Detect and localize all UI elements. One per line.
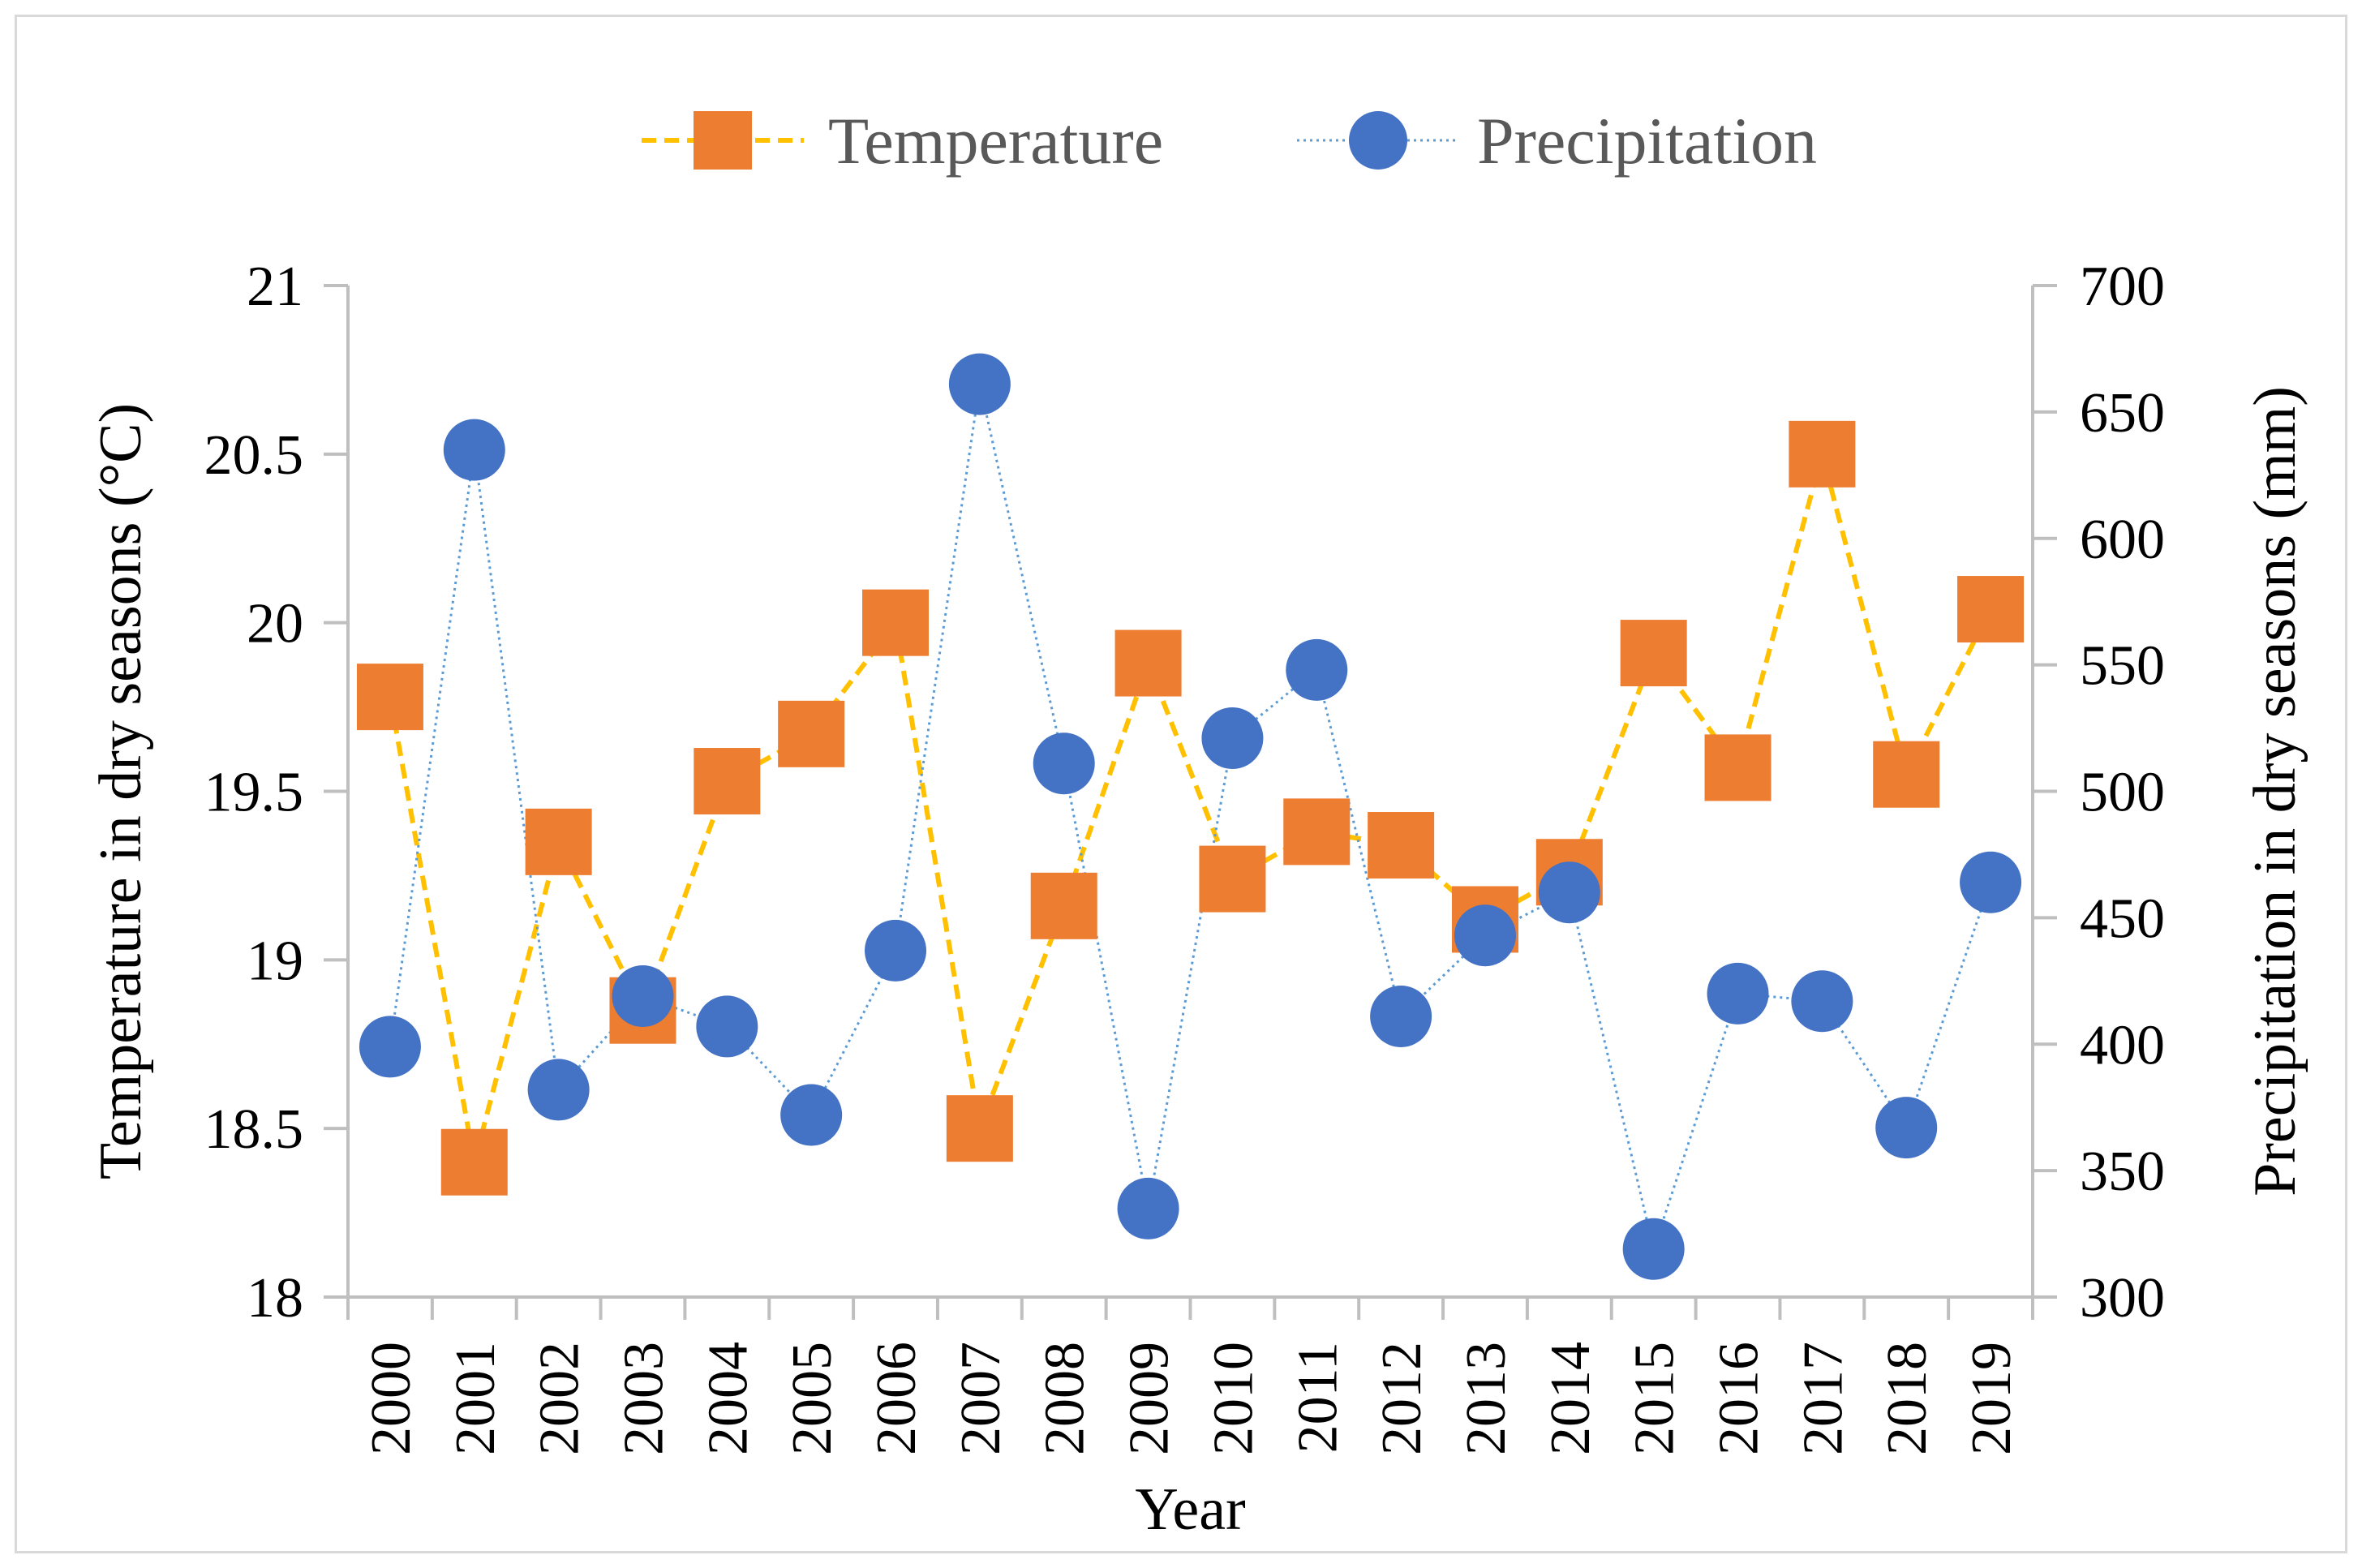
precipitation-point	[612, 965, 674, 1028]
precipitation-point	[696, 995, 758, 1058]
left-y-tick-label: 19	[247, 930, 303, 992]
x-tick-label: 2004	[697, 1342, 759, 1455]
x-tick-label: 2017	[1792, 1342, 1854, 1455]
x-tick-label: 2007	[950, 1342, 1012, 1455]
chart-container: 18 18.5 19 19.5 20 20.5 21 300 350 400 450 500 550 60…	[15, 15, 2347, 1553]
temperature-point	[1873, 741, 1940, 808]
x-tick-label: 2009	[1119, 1342, 1181, 1455]
legend-precipitation-marker	[1349, 111, 1407, 170]
temperature-point	[440, 1128, 508, 1196]
precipitation-point	[1538, 861, 1600, 924]
right-y-tick-label: 300	[2080, 1267, 2165, 1330]
precipitation-point	[1286, 638, 1348, 701]
temperature-point	[1620, 620, 1687, 687]
right-y-tick-label: 500	[2080, 762, 2165, 824]
precipitation-point	[1960, 851, 2022, 913]
precipitation-point	[1370, 985, 1432, 1047]
x-tick-label: 2002	[529, 1342, 591, 1455]
temperature-point	[1199, 845, 1266, 913]
x-tick-label: 2003	[612, 1342, 675, 1455]
temperature-point	[1114, 629, 1182, 697]
precipitation-point	[359, 1016, 421, 1078]
x-tick-label: 2011	[1286, 1342, 1349, 1453]
right-y-axis-title: Precipitation in dry seasons (mm)	[2242, 386, 2308, 1196]
left-y-tick-label: 20.5	[204, 424, 304, 487]
temperature-point	[1283, 798, 1351, 866]
right-y-tick-label: 350	[2080, 1141, 2165, 1203]
temperature-point	[862, 589, 930, 656]
precipitation-point	[1791, 970, 1853, 1033]
temperature-point	[946, 1095, 1013, 1162]
temperature-point	[694, 748, 761, 815]
precipitation-point	[1707, 962, 1769, 1025]
x-tick-label: 2008	[1034, 1342, 1097, 1455]
right-y-tick-label: 600	[2080, 509, 2165, 571]
x-tick-label: 2016	[1708, 1342, 1771, 1455]
x-tick-label: 2013	[1455, 1342, 1518, 1455]
left-y-tick-label: 20	[247, 593, 303, 655]
left-y-tick-label: 18.5	[204, 1098, 304, 1161]
right-y-tick-label: 450	[2080, 887, 2165, 950]
left-y-tick-label: 19.5	[204, 762, 304, 824]
left-y-axis-title: Temperature in dry seasons (°C)	[88, 403, 154, 1179]
x-tick-label: 2001	[444, 1342, 507, 1455]
temperature-point	[1957, 576, 2025, 643]
x-tick-label: 2005	[781, 1342, 844, 1455]
chart-canvas: 18 18.5 19 19.5 20 20.5 21 300 350 400 450 500 550 60…	[88, 104, 2308, 1543]
temperature-point	[525, 808, 592, 875]
precipitation-point	[443, 419, 505, 481]
x-tick-label: 2015	[1624, 1342, 1686, 1455]
temperature-point	[356, 664, 423, 731]
x-tick-label: 2012	[1371, 1342, 1433, 1455]
x-axis-title: Year	[1135, 1476, 1245, 1543]
right-y-tick-label: 550	[2080, 635, 2165, 698]
temperature-point	[1368, 812, 1435, 879]
legend-temperature-marker	[694, 111, 752, 170]
precipitation-point	[1033, 732, 1095, 795]
right-y-tick-label: 650	[2080, 382, 2165, 445]
precipitation-point	[1117, 1177, 1179, 1239]
x-tick-label: 2014	[1540, 1342, 1602, 1455]
x-tick-label: 2018	[1876, 1342, 1939, 1455]
precipitation-point	[1875, 1097, 1938, 1159]
precipitation-point	[865, 919, 927, 982]
x-tick-label: 2010	[1202, 1342, 1265, 1455]
legend-temperature-label: Temperature	[828, 104, 1163, 178]
left-y-tick-label: 18	[247, 1267, 303, 1330]
right-y-tick-label: 400	[2080, 1014, 2165, 1076]
x-tick-label: 2006	[865, 1342, 928, 1455]
precipitation-series-line	[389, 384, 1992, 1254]
right-y-tick-label: 700	[2080, 256, 2165, 318]
precipitation-point	[780, 1084, 843, 1146]
precipitation-point	[948, 353, 1011, 415]
temperature-point	[1704, 734, 1772, 801]
temperature-point	[1789, 420, 1856, 488]
precipitation-point	[1454, 904, 1516, 967]
x-tick-label: 2019	[1960, 1342, 2023, 1455]
temperature-point	[1030, 872, 1097, 939]
precipitation-point	[527, 1059, 590, 1121]
precipitation-point	[1201, 707, 1264, 770]
legend-precipitation-label: Precipitation	[1477, 104, 1817, 178]
left-y-tick-label: 21	[247, 256, 303, 318]
x-tick-label: 2000	[360, 1342, 423, 1455]
temperature-point	[778, 700, 845, 767]
temperature-series-line	[387, 445, 1993, 1163]
precipitation-point	[1622, 1218, 1685, 1280]
